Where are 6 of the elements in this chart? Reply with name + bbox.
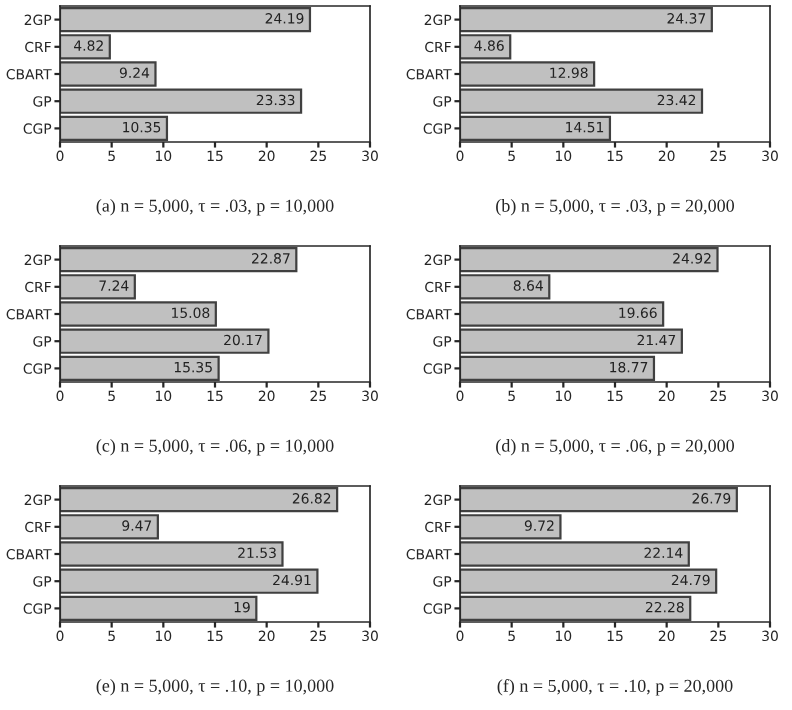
text: (e) n = 5,000, τ = .10, p = 10,000 xyxy=(96,679,334,696)
text: (b) n = 5,000, τ = .03, p = 20,000 xyxy=(496,199,735,216)
text: (a) n = 5,000, τ = .03, p = 10,000 xyxy=(96,199,334,216)
text: (c) n = 5,000, τ = .06, p = 10,000 xyxy=(96,439,334,456)
text: (f) n = 5,000, τ = .10, p = 20,000 xyxy=(497,679,733,696)
text: (d) n = 5,000, τ = .06, p = 20,000 xyxy=(496,439,735,456)
